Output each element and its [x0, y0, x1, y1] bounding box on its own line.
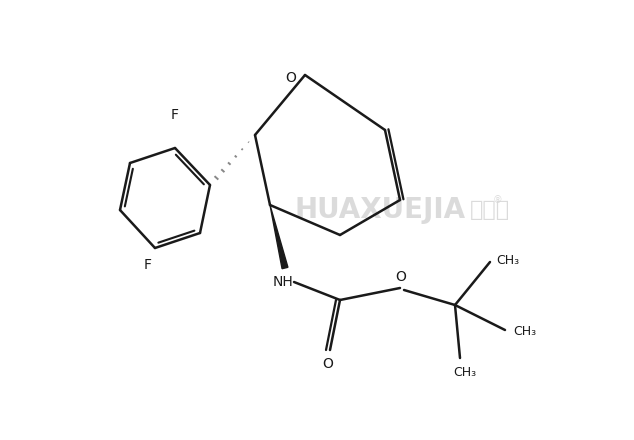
Text: HUAXUEJIA: HUAXUEJIA — [294, 196, 465, 224]
Polygon shape — [270, 205, 288, 269]
Text: NH: NH — [273, 275, 294, 289]
Text: CH₃: CH₃ — [453, 366, 477, 378]
Text: O: O — [323, 357, 333, 371]
Text: ®: ® — [493, 195, 503, 205]
Text: CH₃: CH₃ — [496, 253, 519, 267]
Text: O: O — [285, 71, 297, 85]
Text: O: O — [396, 270, 406, 284]
Text: 化学加: 化学加 — [470, 200, 510, 220]
Text: F: F — [171, 108, 179, 122]
Text: F: F — [144, 258, 152, 272]
Text: CH₃: CH₃ — [514, 325, 536, 337]
